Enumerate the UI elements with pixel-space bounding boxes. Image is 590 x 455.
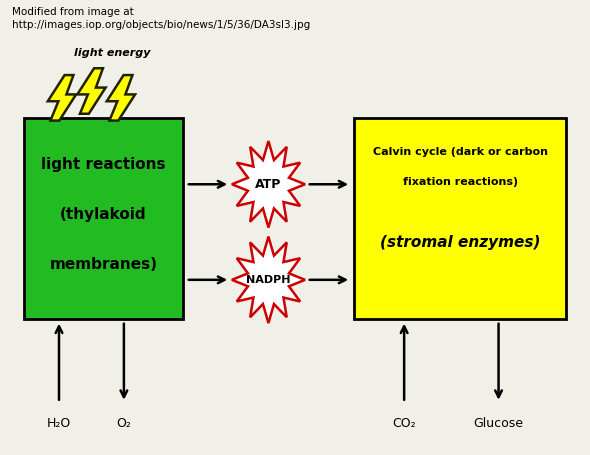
- Text: NADPH: NADPH: [246, 275, 291, 285]
- Polygon shape: [77, 68, 106, 114]
- Text: Calvin cycle (dark or carbon: Calvin cycle (dark or carbon: [373, 147, 548, 157]
- Text: H₂O: H₂O: [47, 417, 71, 430]
- Text: http://images.iop.org/objects/bio/news/1/5/36/DA3sl3.jpg: http://images.iop.org/objects/bio/news/1…: [12, 20, 310, 30]
- FancyBboxPatch shape: [24, 118, 183, 318]
- Text: Modified from image at: Modified from image at: [12, 7, 133, 17]
- Text: Glucose: Glucose: [474, 417, 523, 430]
- Text: CO₂: CO₂: [392, 417, 416, 430]
- Text: O₂: O₂: [116, 417, 132, 430]
- Text: fixation reactions): fixation reactions): [402, 177, 518, 187]
- Text: ATP: ATP: [255, 178, 281, 191]
- FancyBboxPatch shape: [354, 118, 566, 318]
- Text: (stromal enzymes): (stromal enzymes): [380, 235, 540, 250]
- Text: membranes): membranes): [49, 257, 158, 272]
- Polygon shape: [107, 75, 135, 121]
- Text: light energy: light energy: [74, 48, 150, 58]
- Polygon shape: [232, 237, 305, 323]
- Text: (thylakoid: (thylakoid: [60, 207, 146, 222]
- Polygon shape: [232, 141, 305, 228]
- Polygon shape: [48, 75, 76, 121]
- Text: light reactions: light reactions: [41, 157, 166, 172]
